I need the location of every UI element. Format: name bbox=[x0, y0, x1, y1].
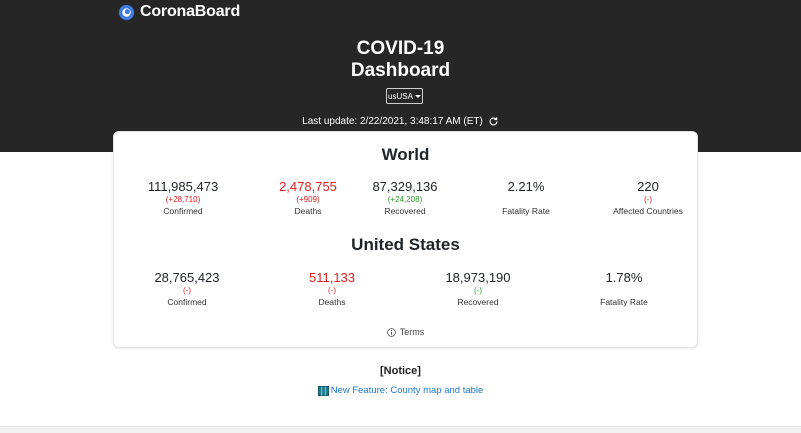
stat-value: 2,478,755 bbox=[279, 179, 337, 194]
world-affected-countries-stat: 220 (-) Affected Countries bbox=[578, 179, 718, 218]
brand-name: CoronaBoard bbox=[140, 3, 241, 20]
country-select-value: usUSA bbox=[388, 91, 413, 101]
caret-down-icon bbox=[414, 94, 421, 98]
stat-change bbox=[554, 285, 694, 296]
stat-label: Affected Countries bbox=[613, 206, 683, 216]
stat-change bbox=[456, 194, 596, 205]
stat-label: Recovered bbox=[384, 206, 426, 216]
stat-label: Deaths bbox=[318, 297, 346, 307]
us-section-title: United States bbox=[351, 235, 460, 254]
world-section-title: World bbox=[381, 145, 430, 164]
stat-label: Fatality Rate bbox=[600, 297, 648, 307]
stat-label: Confirmed bbox=[167, 297, 207, 307]
notice-link-text: New Feature: County map and table bbox=[330, 385, 484, 396]
header-banner: CoronaBoard COVID-19 Dashboard usUSA Las… bbox=[0, 0, 801, 152]
notice-title: [Notice] bbox=[380, 365, 421, 377]
country-select-dropdown[interactable]: usUSA bbox=[386, 88, 423, 104]
world-recovered-stat: 87,329,136 (+24,208) Recovered bbox=[335, 179, 475, 218]
stat-value: 18,973,190 bbox=[445, 270, 511, 285]
us-deaths-stat: 511,133 (-) Deaths bbox=[262, 270, 402, 309]
stat-change: (-) bbox=[644, 195, 652, 204]
last-update-row: Last update: 2/22/2021, 3:48:17 AM (ET) bbox=[0, 114, 801, 128]
stats-card: World 111,985,473 (+28,710) Confirmed 2,… bbox=[113, 131, 698, 348]
refresh-icon[interactable] bbox=[488, 116, 499, 127]
info-icon bbox=[386, 327, 396, 337]
notice-feature-link[interactable]: New Feature: County map and table bbox=[0, 385, 801, 396]
stat-label: Fatality Rate bbox=[502, 206, 550, 216]
terms-label: Terms bbox=[399, 327, 425, 337]
stat-label: Deaths bbox=[294, 206, 322, 216]
world-confirmed-stat: 111,985,473 (+28,710) Confirmed bbox=[113, 179, 253, 218]
us-confirmed-stat: 28,765,423 (-) Confirmed bbox=[117, 270, 257, 309]
stat-value: 2.21% bbox=[507, 179, 545, 194]
stat-label: Recovered bbox=[457, 297, 499, 307]
footer-divider bbox=[0, 426, 801, 433]
coronaboard-logo-icon bbox=[118, 4, 135, 20]
stat-value: 1.78% bbox=[605, 270, 643, 285]
stat-change: (+24,208) bbox=[387, 195, 423, 204]
stat-value: 28,765,423 bbox=[154, 270, 220, 285]
world-deaths-stat: 2,478,755 (+909) Deaths bbox=[238, 179, 378, 218]
us-recovered-stat: 18,973,190 (-) Recovered bbox=[408, 270, 548, 309]
brand-logo-link[interactable]: CoronaBoard bbox=[118, 3, 240, 21]
us-fatality-rate-stat: 1.78% Fatality Rate bbox=[554, 270, 694, 309]
stat-value: 220 bbox=[637, 179, 659, 194]
world-fatality-rate-stat: 2.21% Fatality Rate bbox=[456, 179, 596, 218]
page-title-line2: Dashboard bbox=[350, 60, 451, 81]
stat-change: (-) bbox=[474, 286, 482, 295]
stat-label: Confirmed bbox=[163, 206, 203, 216]
page-title-line1: COVID-19 bbox=[356, 38, 445, 59]
page-title: COVID-19 Dashboard bbox=[0, 38, 801, 82]
last-update-text: Last update: 2/22/2021, 3:48:17 AM (ET) bbox=[302, 115, 483, 127]
stat-change: (-) bbox=[328, 286, 336, 295]
terms-link[interactable]: Terms bbox=[114, 327, 697, 337]
stat-change: (+28,710) bbox=[165, 195, 201, 204]
stat-value: 87,329,136 bbox=[372, 179, 438, 194]
stat-value: 511,133 bbox=[308, 270, 356, 285]
stat-value: 111,985,473 bbox=[147, 179, 219, 194]
stat-change: (+909) bbox=[296, 195, 320, 204]
map-icon bbox=[317, 385, 329, 396]
stat-change: (-) bbox=[183, 286, 191, 295]
